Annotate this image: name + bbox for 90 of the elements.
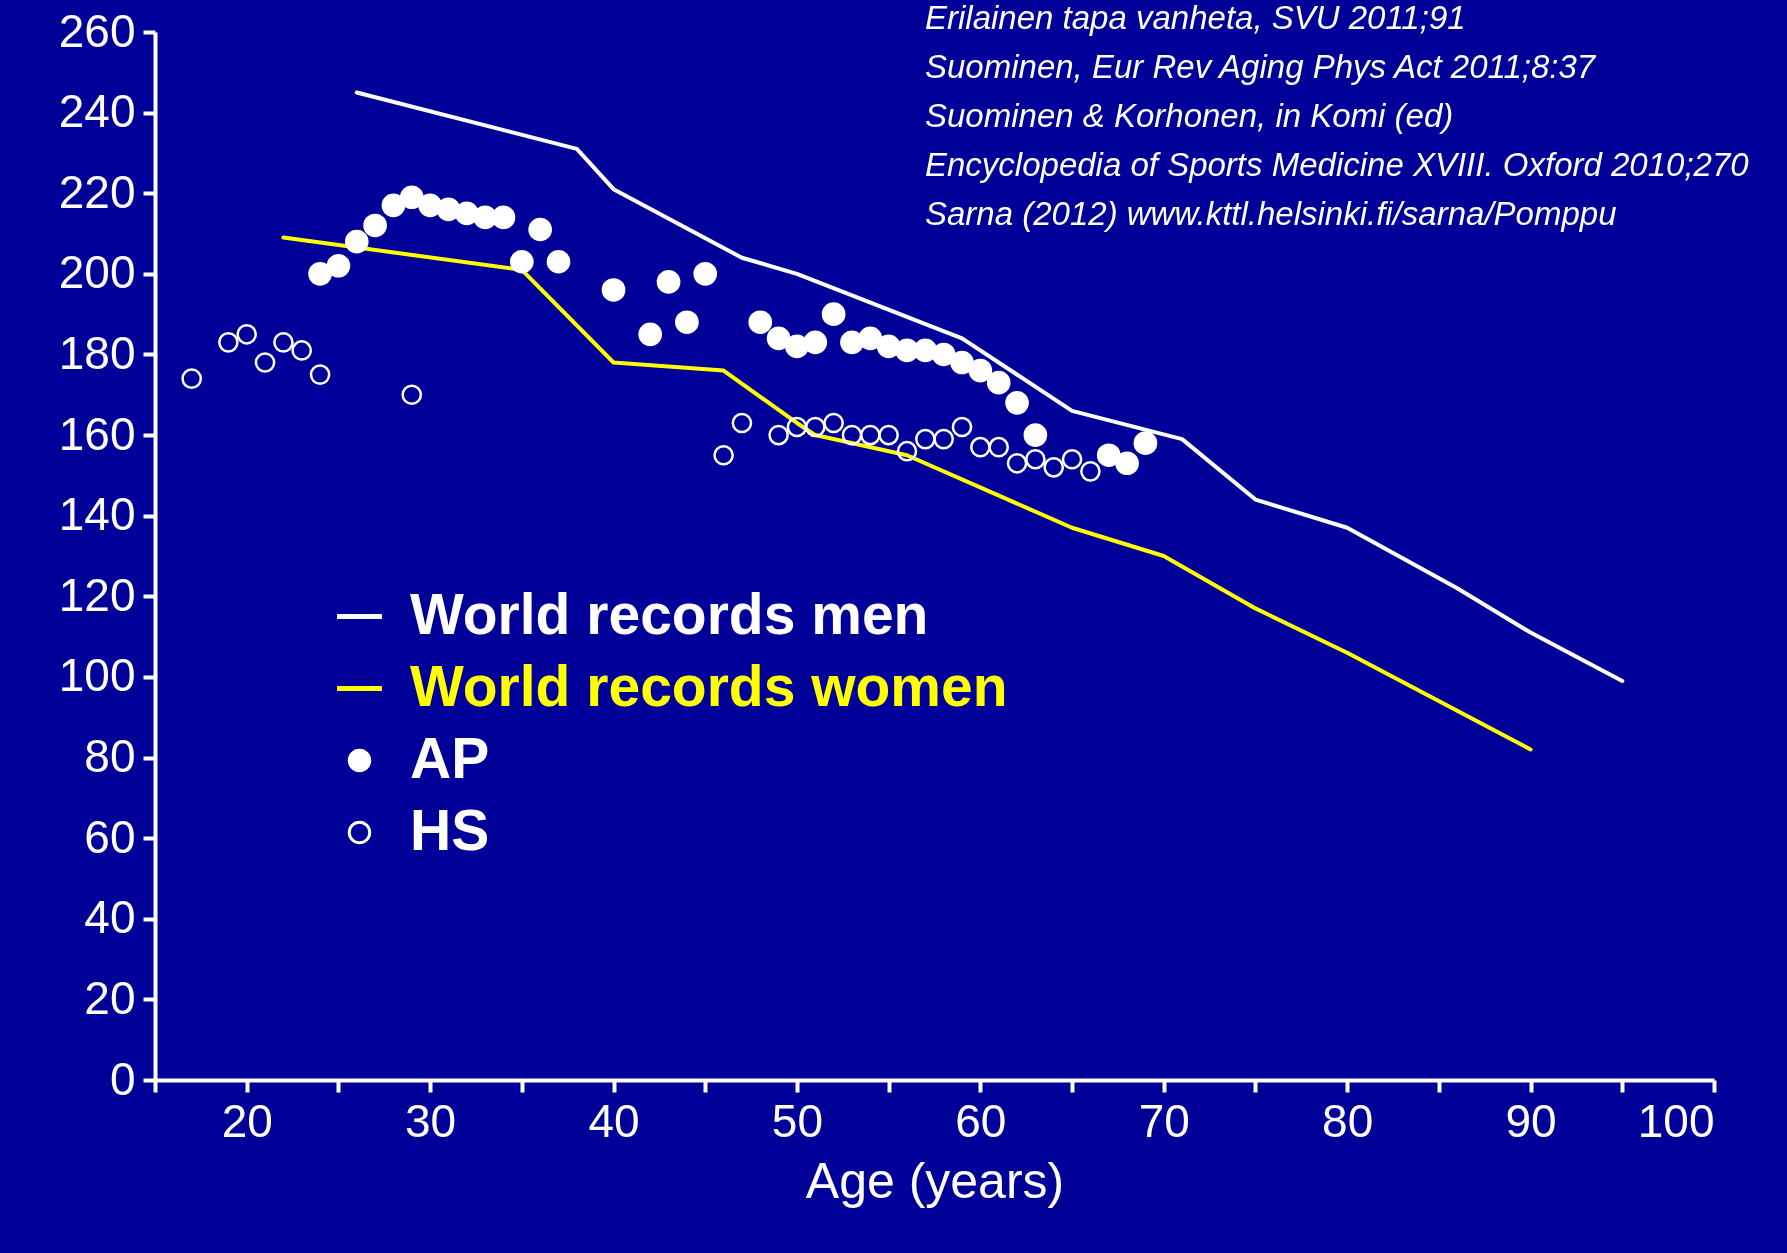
- point: [786, 416, 808, 438]
- point: [1005, 391, 1029, 415]
- legend-label: AP: [410, 725, 490, 790]
- point: [748, 310, 773, 335]
- annotation: Sarna (2012) www.kttl.helsinki.fi/sarna/Pomppu: [925, 195, 1617, 232]
- y-tick-label: 160: [58, 407, 136, 460]
- x-tick-label: 80: [1322, 1094, 1374, 1147]
- x-tick-label: 30: [405, 1094, 457, 1147]
- legend-label: World records men: [410, 581, 929, 646]
- point: [1043, 457, 1065, 478]
- point: [401, 384, 423, 406]
- y-tick-label: 200: [58, 246, 136, 299]
- point: [731, 412, 753, 434]
- y-tick-label: 120: [58, 568, 136, 621]
- point: [236, 323, 258, 345]
- point: [1080, 461, 1101, 482]
- point: [693, 262, 718, 286]
- point: [546, 249, 571, 274]
- point: [1115, 451, 1139, 476]
- point: [638, 322, 663, 347]
- point: [509, 249, 534, 274]
- x-tick-label: 70: [1138, 1094, 1190, 1147]
- y-tick-label: 40: [84, 891, 136, 944]
- point: [528, 217, 552, 242]
- y-tick-label: 240: [58, 85, 136, 138]
- point: [381, 193, 406, 218]
- point: [1133, 431, 1158, 455]
- y-tick-label: 140: [58, 488, 136, 541]
- y-tick-label: 220: [58, 165, 136, 218]
- legend-label: HS: [410, 797, 490, 862]
- y-tick-label: 20: [84, 971, 136, 1024]
- point: [344, 229, 369, 254]
- point: [1006, 452, 1028, 474]
- point: [931, 342, 956, 367]
- x-tick-label: 60: [955, 1094, 1007, 1147]
- point: [1023, 423, 1048, 447]
- x-axis-title: Age (years): [805, 1152, 1065, 1209]
- point: [859, 424, 881, 446]
- y-tick-label: 60: [84, 810, 136, 863]
- point: [766, 326, 791, 351]
- annotation: Erilainen tapa vanheta, SVU 2011;91: [925, 0, 1466, 36]
- point: [878, 424, 899, 446]
- point: [768, 424, 789, 446]
- point: [309, 364, 331, 385]
- point: [803, 330, 828, 355]
- point: [656, 270, 681, 294]
- point: [713, 444, 734, 466]
- x-tick-label: 40: [588, 1094, 640, 1147]
- y-tick-label: 100: [58, 649, 136, 702]
- point: [326, 253, 351, 278]
- point: [821, 302, 846, 326]
- x-tick-label: 50: [771, 1094, 824, 1147]
- point: [601, 278, 626, 302]
- point: [491, 205, 516, 230]
- point: [254, 352, 276, 373]
- y-tick-label: 0: [109, 1052, 136, 1105]
- point: [291, 340, 313, 361]
- point: [1025, 448, 1046, 470]
- x-tick-label: 20: [221, 1094, 273, 1147]
- point: [951, 416, 973, 438]
- point: [950, 350, 974, 375]
- point: [804, 416, 826, 438]
- point: [1096, 443, 1121, 468]
- point: [218, 332, 239, 353]
- point: [915, 428, 936, 450]
- point: [841, 424, 863, 446]
- point: [968, 358, 993, 383]
- point: [399, 185, 424, 210]
- y-tick-label: 180: [58, 326, 136, 379]
- point: [273, 332, 294, 353]
- y-tick-label: 80: [84, 730, 136, 783]
- point: [823, 412, 844, 434]
- point: [933, 428, 954, 450]
- y-tick-label: 260: [58, 4, 136, 57]
- point: [181, 368, 203, 389]
- annotation: Encyclopedia of Sports Medicine XVIII. Oxford 2010;270: [925, 146, 1750, 183]
- annotation: Suominen, Eur Rev Aging Phys Act 2011;8:37: [925, 48, 1597, 85]
- annotation: Suominen & Korhonen, in Komi (ed): [925, 97, 1454, 134]
- point: [858, 326, 883, 351]
- point: [363, 213, 387, 238]
- legend-label: World records women: [410, 653, 1008, 718]
- x-tick-label: 100: [1637, 1094, 1715, 1147]
- point: [675, 310, 699, 335]
- point: [970, 436, 991, 458]
- point: [1061, 448, 1083, 470]
- point: [308, 262, 332, 286]
- point: [896, 440, 918, 462]
- point: [988, 436, 1010, 458]
- point: [986, 370, 1011, 395]
- x-tick-label: 90: [1505, 1094, 1557, 1147]
